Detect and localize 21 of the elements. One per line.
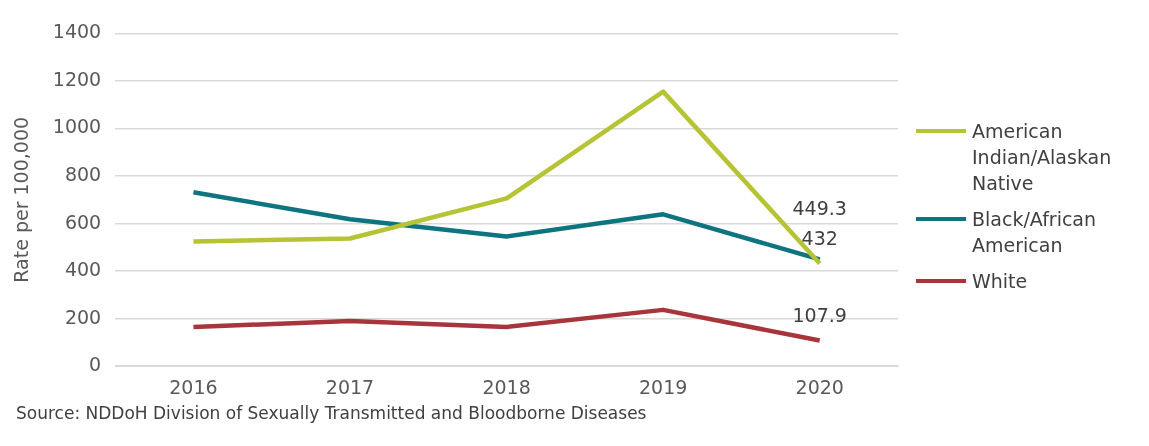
y-tick-label: 200 <box>64 305 102 328</box>
y-tick-label: 600 <box>64 210 102 233</box>
legend-label: White <box>972 268 1028 294</box>
legend-label: American Indian/Alaskan Native <box>972 118 1113 196</box>
x-tick-label: 2016 <box>169 375 218 398</box>
y-tick-label: 1000 <box>52 115 102 138</box>
y-tick-label: 800 <box>64 162 102 185</box>
y-tick-label: 1400 <box>52 20 102 43</box>
x-tick-label: 2020 <box>795 375 844 398</box>
y-tick-label: 400 <box>64 258 102 281</box>
legend-label: Black/African American <box>972 206 1098 258</box>
y-tick-label: 0 <box>89 353 102 376</box>
x-tick-label: 2018 <box>482 375 531 398</box>
x-tick-label: 2017 <box>325 375 375 398</box>
data-label: 449.3 <box>792 196 847 219</box>
y-axis-title: Rate per 100,000 <box>10 116 33 283</box>
data-label: 107.9 <box>792 303 847 326</box>
source-note: Source: NDDoH Division of Sexually Transmitted and Bloodborne Diseases <box>16 403 648 423</box>
data-label: 432 <box>801 226 838 249</box>
y-tick-label: 1200 <box>52 67 102 90</box>
x-tick-label: 2019 <box>638 375 688 398</box>
